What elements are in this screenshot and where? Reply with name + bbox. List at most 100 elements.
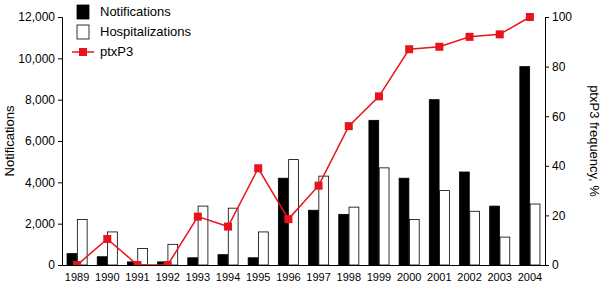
plot-area [67, 13, 540, 265]
tick-label: 80 [552, 60, 566, 74]
bar [459, 172, 469, 265]
legend-swatch [77, 5, 89, 19]
tick-label: 40 [552, 159, 566, 173]
tick-label: 4,000 [25, 176, 55, 190]
x-axis: 1989199019911992199319941995199619971998… [63, 266, 546, 284]
tick: 6,000 [25, 134, 62, 148]
bar [349, 207, 359, 265]
tick-mark [58, 17, 62, 18]
y-axis-title: Notifications [2, 105, 17, 176]
tick-label: 1996 [276, 271, 300, 283]
tick: 4,000 [25, 176, 62, 190]
marker [315, 182, 323, 190]
tick: 0 [48, 258, 62, 272]
marker [526, 13, 534, 21]
legend-swatch [79, 48, 87, 56]
tick-mark [545, 116, 549, 117]
y-axis: 02,0004,0006,0008,00010,00012,000 [18, 10, 62, 272]
bar [530, 204, 540, 265]
tick: 2000 [397, 271, 421, 283]
legend-label: Hospitalizations [100, 24, 192, 39]
y2-axis-title: ptxP3 frequency, % [587, 85, 600, 197]
tick-mark [58, 265, 62, 266]
marker [345, 122, 353, 130]
tick-mark [58, 141, 62, 142]
tick-label: 2002 [457, 271, 481, 283]
tick-label: 100 [552, 10, 572, 24]
tick: 100 [545, 10, 572, 24]
tick: 2003 [487, 271, 511, 283]
marker [496, 30, 504, 38]
tick: 60 [545, 110, 566, 124]
tick-label: 1993 [186, 271, 210, 283]
tick-label: 6,000 [25, 134, 55, 148]
marker [375, 92, 383, 100]
tick-label: 2001 [427, 271, 451, 283]
marker [435, 43, 443, 51]
legend-item: Hospitalizations [77, 24, 192, 39]
line-series [73, 13, 534, 265]
y2-axis: 0 20 40 60 80 100 [545, 10, 572, 272]
legend-item: ptxP3 [72, 44, 133, 59]
bar [97, 257, 107, 265]
tick: 2004 [518, 271, 542, 283]
tick-label: 1989 [65, 271, 89, 283]
tick-label: 2000 [397, 271, 421, 283]
tick-label: 1992 [155, 271, 179, 283]
axis-line [63, 265, 546, 266]
tick-label: 2003 [487, 271, 511, 283]
legend-label: Notifications [100, 4, 171, 19]
tick: 1995 [246, 271, 270, 283]
bar [409, 220, 419, 265]
tick-mark [58, 224, 62, 225]
tick: 20 [545, 209, 566, 223]
tick-label: 12,000 [18, 10, 55, 24]
tick-label: 0 [552, 258, 559, 272]
bar [248, 258, 258, 265]
tick: 1990 [95, 271, 119, 283]
tick-mark [545, 17, 549, 18]
tick: 0 [545, 258, 559, 272]
axis-line [546, 18, 550, 266]
bar [470, 211, 480, 265]
marker [133, 261, 141, 265]
tick: 8,000 [25, 93, 62, 107]
tick: 40 [545, 159, 566, 173]
tick-label: 0 [48, 258, 55, 272]
marker [405, 45, 413, 53]
tick-mark [545, 166, 549, 167]
tick: 10,000 [18, 52, 62, 66]
tick-label: 8,000 [25, 93, 55, 107]
marker [284, 215, 292, 223]
tick: 1994 [216, 271, 240, 283]
marker [164, 261, 172, 265]
bar [429, 100, 439, 265]
bar [339, 214, 349, 265]
marker [466, 33, 474, 41]
tick-label: 10,000 [18, 52, 55, 66]
chart: 02,0004,0006,0008,00010,00012,0000204060… [0, 0, 600, 296]
tick: 2001 [427, 271, 451, 283]
tick: 12,000 [18, 10, 62, 24]
tick: 1989 [65, 271, 89, 283]
line [77, 17, 530, 265]
tick: 1999 [367, 271, 391, 283]
tick-label: 1998 [337, 271, 361, 283]
bar [218, 255, 228, 265]
tick-mark [58, 100, 62, 101]
axis-line [58, 18, 63, 266]
tick-mark [545, 215, 549, 216]
marker [103, 235, 111, 243]
marker [73, 261, 81, 265]
tick: 2002 [457, 271, 481, 283]
tick-label: 1997 [306, 271, 330, 283]
tick-label: 1999 [367, 271, 391, 283]
tick-mark [58, 58, 62, 59]
tick-label: 60 [552, 110, 566, 124]
bar [490, 206, 500, 265]
tick-label: 2004 [518, 271, 542, 283]
tick: 1998 [337, 271, 361, 283]
marker [224, 223, 232, 231]
marker [194, 213, 202, 221]
tick-mark [545, 67, 549, 68]
